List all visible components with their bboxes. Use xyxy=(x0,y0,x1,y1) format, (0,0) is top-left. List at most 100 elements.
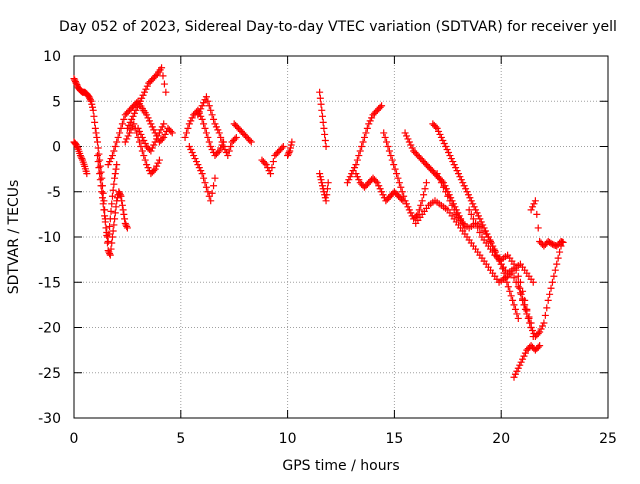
data-point xyxy=(404,203,412,211)
data-point xyxy=(140,136,148,144)
data-point xyxy=(115,188,123,196)
data-point xyxy=(194,111,202,119)
data-point xyxy=(201,179,209,187)
data-point xyxy=(376,103,384,111)
data-point xyxy=(470,203,478,211)
data-point xyxy=(368,114,376,122)
data-point xyxy=(454,170,462,178)
data-point xyxy=(211,174,219,182)
data-point xyxy=(205,102,213,110)
data-point xyxy=(200,174,208,182)
data-point xyxy=(106,250,114,258)
data-point xyxy=(538,322,546,330)
data-point xyxy=(510,260,518,268)
data-point xyxy=(118,120,126,128)
data-point xyxy=(96,156,104,164)
data-point xyxy=(150,141,158,149)
data-point xyxy=(111,174,119,182)
data-point xyxy=(376,185,384,193)
data-point xyxy=(99,189,107,197)
data-point xyxy=(88,100,96,108)
data-point xyxy=(110,147,118,155)
data-point xyxy=(202,93,210,101)
data-point xyxy=(232,133,240,141)
data-point xyxy=(507,292,515,300)
data-point xyxy=(435,127,443,135)
y-tick-label: 5 xyxy=(52,94,61,110)
data-point xyxy=(511,370,519,378)
data-point xyxy=(214,149,222,157)
data-point xyxy=(195,164,203,172)
data-point xyxy=(454,209,462,217)
data-point xyxy=(362,129,370,137)
data-point xyxy=(198,115,206,123)
data-point xyxy=(112,203,120,211)
x-tick-label: 20 xyxy=(492,431,510,447)
data-point xyxy=(285,149,293,157)
series-arc11 xyxy=(230,120,255,146)
data-point xyxy=(76,152,84,160)
data-point xyxy=(129,112,137,120)
data-point xyxy=(151,165,159,173)
data-point xyxy=(143,111,151,119)
data-point xyxy=(72,79,80,87)
data-point xyxy=(268,164,276,172)
data-point xyxy=(195,108,203,116)
data-point xyxy=(543,304,551,312)
data-point xyxy=(210,182,218,190)
data-point xyxy=(148,144,156,152)
data-point xyxy=(418,197,426,205)
data-point xyxy=(204,188,212,196)
data-point xyxy=(529,203,537,211)
data-point xyxy=(433,124,441,132)
series-arc2 xyxy=(70,138,91,178)
data-point xyxy=(531,197,539,205)
data-point xyxy=(474,212,482,220)
data-point xyxy=(514,272,522,280)
data-point xyxy=(154,159,162,167)
data-point xyxy=(113,138,121,146)
data-point xyxy=(114,133,122,141)
data-point xyxy=(92,129,100,137)
data-point xyxy=(506,287,514,295)
data-point xyxy=(102,224,110,232)
data-point xyxy=(512,266,520,274)
data-point xyxy=(90,112,98,120)
data-point xyxy=(443,146,451,154)
data-point xyxy=(246,136,254,144)
series-arc16 xyxy=(343,102,386,187)
data-point xyxy=(407,209,415,217)
data-point xyxy=(353,156,361,164)
data-point xyxy=(460,182,468,190)
y-tick-label: -30 xyxy=(38,411,61,427)
x-tick-label: 10 xyxy=(279,431,297,447)
series-arc6 xyxy=(121,120,163,178)
data-point xyxy=(415,206,423,214)
data-point xyxy=(378,188,386,196)
data-point xyxy=(160,120,168,128)
data-point xyxy=(95,150,103,158)
series-arc14 xyxy=(316,88,330,150)
data-point xyxy=(155,129,163,137)
data-point xyxy=(208,111,216,119)
data-point xyxy=(100,197,108,205)
data-point xyxy=(465,206,473,214)
data-point xyxy=(514,364,522,372)
data-point xyxy=(111,143,119,150)
data-point xyxy=(127,126,135,134)
data-point xyxy=(96,162,104,170)
data-point xyxy=(316,173,324,181)
data-point xyxy=(375,182,383,190)
data-point xyxy=(466,194,474,202)
data-point xyxy=(554,254,562,262)
data-point xyxy=(95,164,103,172)
data-point xyxy=(101,212,109,220)
data-point xyxy=(477,218,485,226)
data-point xyxy=(247,138,255,146)
data-point xyxy=(158,123,166,131)
data-point xyxy=(514,314,522,322)
data-point xyxy=(319,118,327,126)
data-point xyxy=(387,152,395,160)
data-point xyxy=(221,146,229,154)
